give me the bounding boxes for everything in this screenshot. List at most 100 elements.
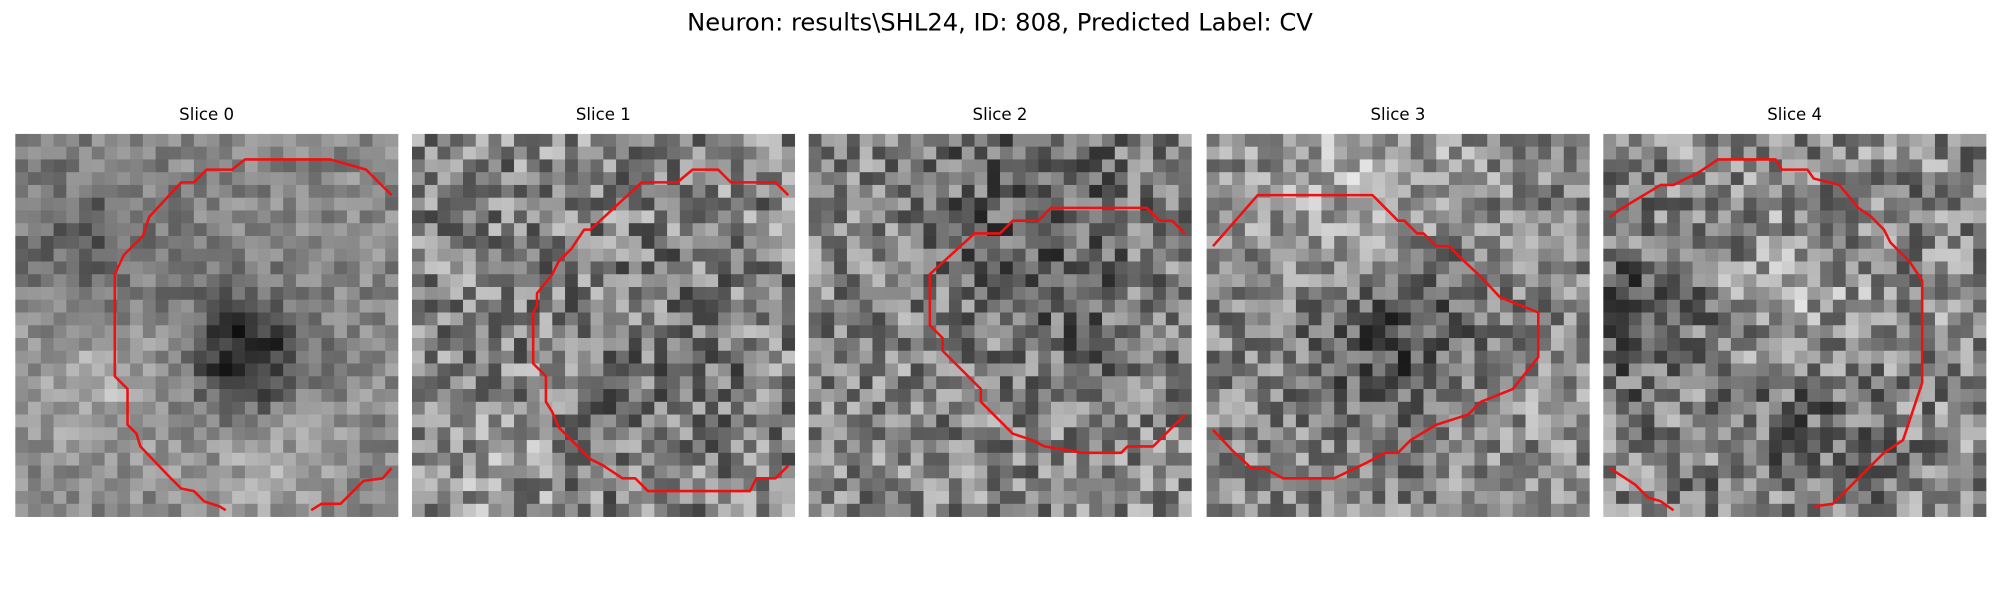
pixel [1500, 248, 1514, 262]
pixel [514, 159, 528, 173]
pixel [1934, 401, 1949, 415]
pixel [781, 338, 796, 352]
pixel [603, 312, 617, 326]
pixel [1909, 197, 1923, 211]
pixel [1858, 452, 1872, 466]
pixel [1781, 172, 1796, 186]
pixel [590, 478, 604, 492]
pixel [974, 414, 988, 428]
pixel [308, 312, 322, 326]
pixel [1883, 133, 1898, 148]
pixel [411, 389, 426, 403]
pixel [1153, 146, 1167, 160]
pixel [1871, 427, 1885, 441]
pixel [1947, 389, 1961, 403]
pixel [475, 503, 489, 517]
pixel [308, 338, 322, 352]
pixel [1794, 376, 1808, 390]
pixel [463, 261, 477, 275]
pixel [450, 401, 464, 415]
pixel [565, 133, 579, 148]
pixel [897, 248, 912, 262]
pixel [1436, 440, 1450, 454]
pixel [834, 478, 848, 492]
pixel [1512, 261, 1526, 275]
pixel [1781, 184, 1796, 199]
pixel [948, 465, 963, 479]
pixel [1295, 133, 1310, 148]
pixel [308, 452, 322, 466]
pixel [1500, 414, 1514, 428]
pixel [667, 235, 681, 250]
pixel [155, 350, 169, 364]
pixel [219, 452, 233, 466]
pixel [1257, 427, 1271, 441]
pixel [1807, 491, 1821, 505]
pixel [539, 338, 553, 352]
pixel [117, 338, 131, 352]
pixel [1973, 274, 1987, 288]
pixel [565, 503, 579, 517]
pixel [346, 503, 361, 517]
pixel [1947, 197, 1961, 211]
pixel [1153, 223, 1167, 237]
pixel [1692, 503, 1706, 517]
pixel [1257, 223, 1271, 237]
pixel [40, 427, 54, 441]
pixel [667, 465, 681, 479]
pixel [1308, 274, 1322, 288]
pixel [66, 401, 80, 415]
pixel [295, 286, 310, 301]
pixel [1896, 503, 1910, 517]
pixel [1114, 427, 1128, 441]
pixel [283, 338, 297, 352]
pixel [769, 223, 783, 237]
pixel [1909, 159, 1923, 173]
pixel [961, 312, 975, 326]
pixel [142, 414, 156, 428]
pixel [552, 172, 566, 186]
pixel [232, 146, 246, 160]
pixel [1947, 414, 1961, 428]
pixel [168, 159, 182, 173]
pixel [475, 401, 489, 415]
pixel [1397, 389, 1412, 403]
pixel [679, 452, 693, 466]
pixel [1883, 338, 1898, 352]
pixel [1909, 452, 1923, 466]
pixel [1500, 440, 1514, 454]
pixel [1359, 491, 1373, 505]
pixel [155, 363, 169, 377]
pixel [1603, 299, 1617, 313]
pixel [846, 427, 861, 441]
pixel [463, 376, 477, 390]
pixel [1603, 261, 1617, 275]
pixel [1372, 210, 1386, 224]
pixel [1909, 465, 1923, 479]
pixel [705, 363, 719, 377]
pixel [372, 503, 386, 517]
pixel [1372, 401, 1386, 415]
pixel [628, 197, 642, 211]
pixel [1012, 452, 1026, 466]
pixel [743, 452, 757, 466]
pixel [270, 363, 284, 377]
pixel [15, 274, 29, 288]
pixel [346, 452, 361, 466]
pixel [1346, 159, 1361, 173]
pixel [846, 478, 861, 492]
pixel [987, 146, 1001, 160]
pixel [565, 210, 579, 224]
pixel [821, 274, 835, 288]
pixel [1025, 223, 1039, 237]
pixel [718, 184, 732, 199]
pixel [808, 325, 822, 339]
pixel [79, 248, 93, 262]
pixel [808, 286, 822, 301]
pixel [1178, 389, 1192, 403]
pixel [859, 376, 873, 390]
pixel [514, 235, 528, 250]
pixel [244, 478, 259, 492]
pixel [961, 159, 975, 173]
pixel [1628, 184, 1642, 199]
